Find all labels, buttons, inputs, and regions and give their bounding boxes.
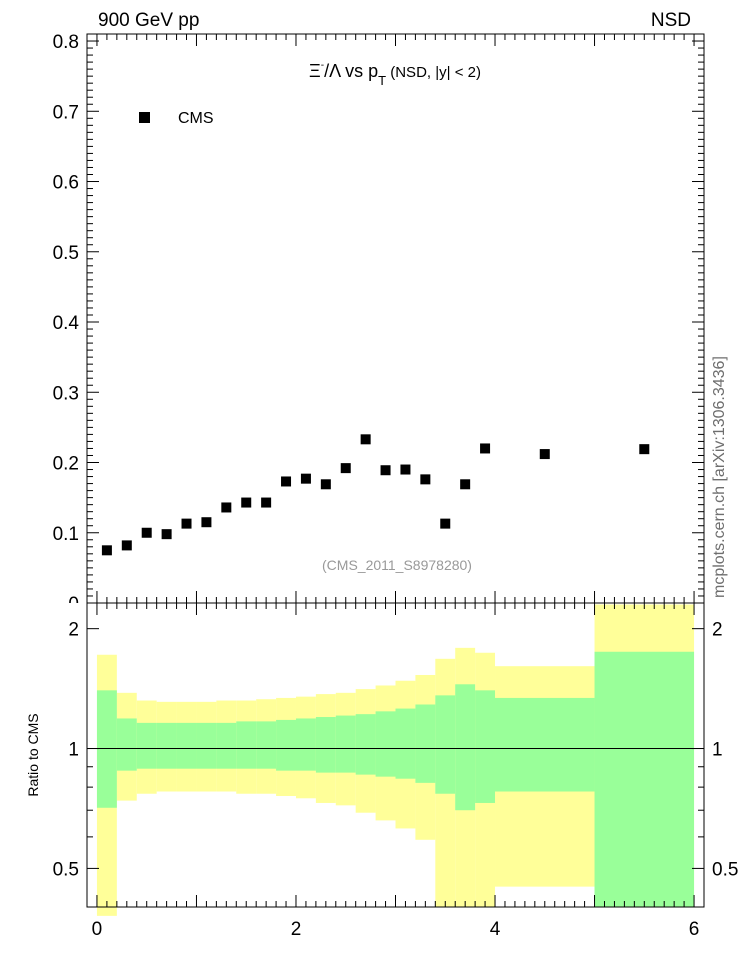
y-tick-label: 0.5 (53, 243, 79, 264)
data-point (639, 444, 650, 455)
inner-band-bin (276, 719, 296, 771)
ratio-bands (96, 604, 695, 916)
data-point (161, 529, 172, 540)
ratio-y-tick-label-right: 0.5 (712, 859, 738, 880)
data-point (141, 527, 152, 538)
x-tick-label: 0 (92, 919, 103, 940)
y-tick-label: 0.8 (53, 32, 79, 53)
y-tick-label: 0.7 (53, 102, 79, 123)
title-xi: Ξ (309, 61, 321, 81)
legend-marker (139, 112, 150, 123)
data-point (480, 443, 491, 454)
title-minus: - (321, 60, 324, 71)
inner-band-bin (196, 722, 217, 769)
data-point (221, 502, 232, 513)
inner-band-bin (216, 722, 237, 769)
data-point (201, 517, 212, 528)
inner-band-bin (455, 684, 476, 811)
y-tick-label: 0.6 (53, 173, 79, 194)
inner-band-bin (236, 721, 257, 769)
data-point (400, 464, 411, 475)
data-point (420, 474, 431, 485)
ratio-y-tick-label-left: 1 (68, 740, 79, 761)
ratio-y-tick-label-left: 2 (68, 620, 79, 641)
inner-band-bin (335, 715, 356, 773)
inner-band-bin (415, 704, 436, 783)
y-tick-label: 0.1 (53, 524, 79, 545)
data-point (300, 473, 311, 484)
legend-label: CMS (178, 110, 214, 127)
x-tick-label: 4 (490, 919, 501, 940)
title-slash: /Λ vs p (324, 61, 378, 81)
inner-band-bin (495, 697, 595, 792)
x-tick-label: 6 (689, 919, 700, 940)
inner-band-bin (136, 722, 157, 769)
main-title: Ξ-/Λ vs pT (NSD, |y| < 2) (309, 60, 481, 88)
inner-band-bin (116, 718, 137, 771)
main-y-axis: 0.1 0.2 0.3 0.4 0.5 0.6 0.7 0.8 0 (53, 32, 704, 615)
inner-band-bin (96, 690, 117, 808)
header-left: 900 GeV pp (98, 10, 199, 31)
data-point (440, 518, 451, 529)
y-tick-label: 0.3 (53, 383, 79, 404)
title-sub: T (378, 73, 386, 88)
main-panel: 0.1 0.2 0.3 0.4 0.5 0.6 0.7 0.8 0 Ξ-/Λ vs pT (NS… (53, 32, 705, 615)
data-point (460, 479, 471, 490)
ratio-panel: 0.5 0.5 1 1 2 2 0 2 4 6 Ratio to CMS (25, 602, 738, 940)
inner-band-bin (295, 718, 316, 771)
y-tick-label: 0.4 (53, 313, 80, 334)
header-right: NSD (651, 10, 691, 31)
data-point (101, 545, 112, 556)
inner-band-bin (475, 690, 496, 803)
data-point (281, 476, 292, 487)
data-point (320, 479, 331, 490)
side-label: mcplots.cern.ch [arXiv:1306.3436] (711, 356, 728, 598)
ratio-axes: 0.5 0.5 1 1 2 2 0 2 4 6 (53, 603, 738, 940)
legend: CMS (139, 110, 214, 127)
ratio-y-label: Ratio to CMS (25, 713, 41, 796)
data-point (360, 434, 371, 445)
y-tick-label-zero: 0 (68, 594, 79, 615)
data-point (539, 449, 550, 460)
data-point (261, 497, 272, 508)
inner-band-bin (375, 711, 396, 777)
ratio-y-tick-label-left: 0.5 (53, 859, 79, 880)
y-tick-label: 0.2 (53, 454, 79, 475)
inner-band-bin (256, 721, 277, 769)
inner-band-bin (355, 714, 376, 775)
cms-data-points (101, 434, 650, 556)
data-point (121, 540, 132, 551)
analysis-label: (CMS_2011_S8978280) (322, 557, 472, 573)
data-point (241, 497, 252, 508)
data-point (340, 463, 351, 474)
title-tail: (NSD, |y| < 2) (386, 64, 481, 81)
inner-band-bin (156, 722, 177, 769)
ratio-y-tick-label-right: 1 (712, 740, 723, 761)
inner-band-bin (435, 695, 456, 794)
data-point (181, 518, 192, 529)
inner-band-bin (395, 708, 416, 779)
inner-band-bin (176, 722, 197, 769)
x-tick-label: 2 (291, 919, 302, 940)
inner-band-bin (315, 717, 336, 773)
data-point (380, 465, 391, 476)
ratio-y-tick-label-right: 2 (712, 620, 723, 641)
inner-band-bin (594, 651, 695, 907)
